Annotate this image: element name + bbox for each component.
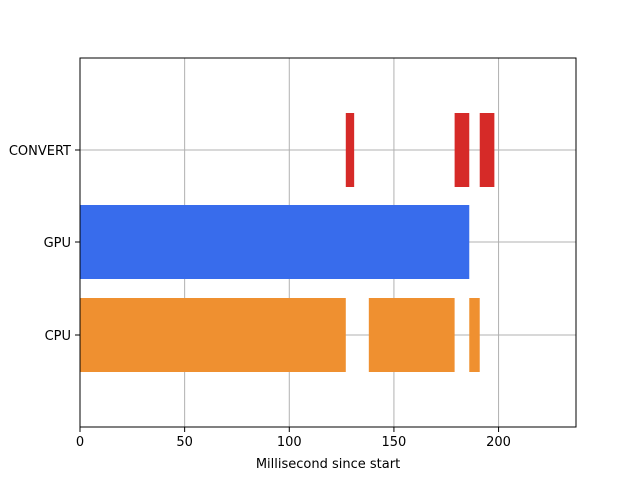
y-tick-label: CPU [45, 329, 71, 344]
bar-segment-convert [454, 113, 470, 187]
bar-segment-cpu [80, 298, 346, 372]
x-axis-ticks: 0 50 100 150 200 [76, 427, 511, 450]
y-tick-label: CONVERT [9, 144, 71, 159]
x-tick-label: 200 [486, 435, 511, 450]
bar-segment-convert [345, 113, 355, 187]
bar-segment-gpu [80, 205, 470, 279]
x-axis-title: Millisecond since start [256, 457, 400, 472]
x-tick-label: 0 [76, 435, 84, 450]
bar-segment-convert [479, 113, 495, 187]
x-tick-label: 150 [382, 435, 407, 450]
bars [80, 113, 495, 372]
bar-segment-cpu [368, 298, 455, 372]
y-tick-label: GPU [44, 236, 71, 251]
y-axis-ticks: CPU GPU CONVERT [9, 144, 80, 344]
bar-segment-cpu [469, 298, 480, 372]
x-tick-label: 50 [176, 435, 193, 450]
x-tick-label: 100 [277, 435, 302, 450]
